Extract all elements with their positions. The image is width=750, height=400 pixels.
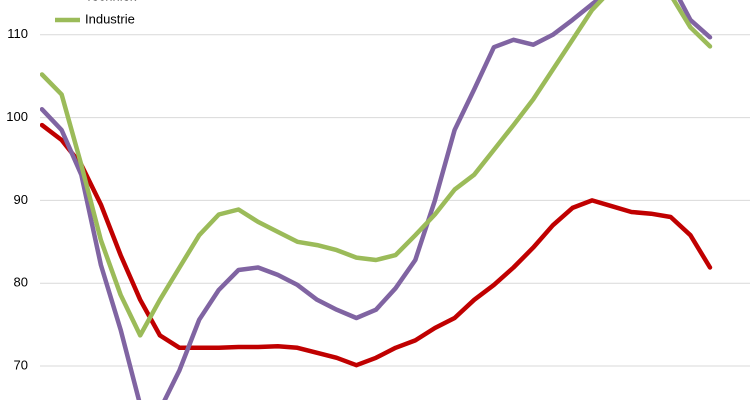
y-tick-label: 80 bbox=[14, 275, 28, 290]
grid: 70 80 90 100 110 bbox=[6, 26, 750, 372]
plot-area bbox=[40, 0, 713, 400]
series-line bbox=[40, 0, 713, 400]
y-tick-label: 110 bbox=[7, 26, 28, 41]
series-line bbox=[40, 122, 713, 368]
y-tick-label: 70 bbox=[14, 357, 28, 372]
legend-label: Techniek bbox=[85, 0, 137, 3]
legend: Techniek Industrie bbox=[55, 0, 137, 26]
legend-label: Industrie bbox=[85, 11, 135, 26]
y-tick-label: 100 bbox=[6, 109, 28, 124]
y-tick-label: 90 bbox=[14, 192, 28, 207]
series-line bbox=[40, 0, 713, 338]
